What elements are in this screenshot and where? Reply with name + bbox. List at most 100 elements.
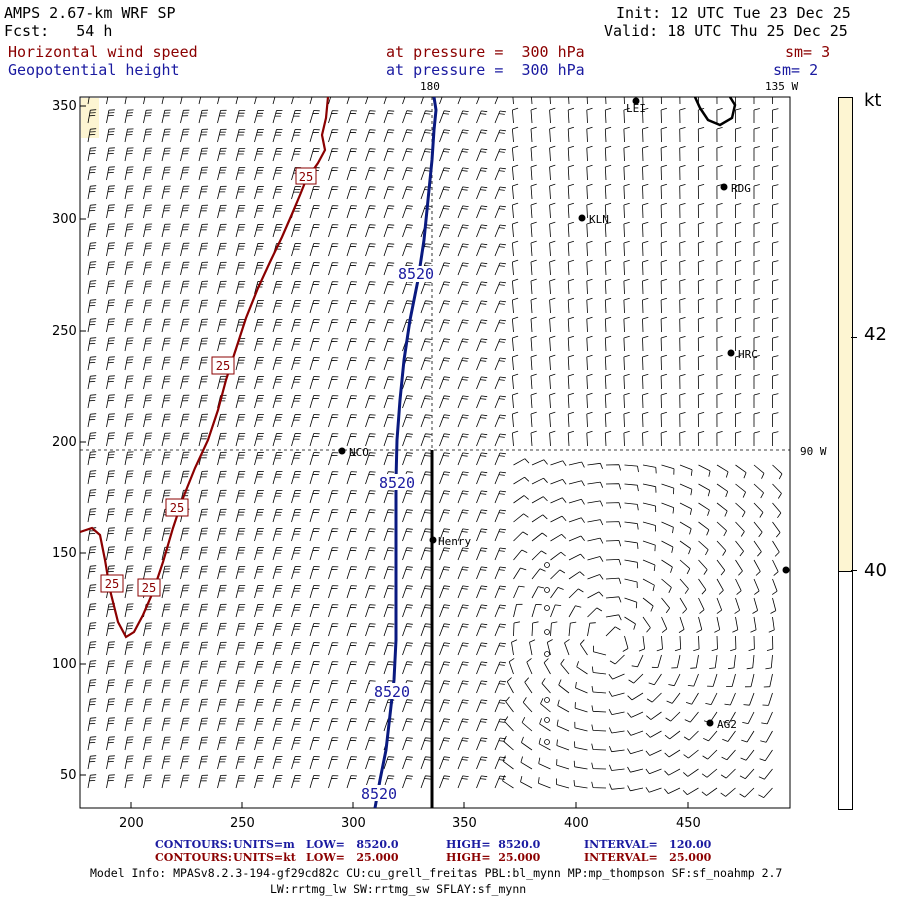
wind-barb	[87, 147, 97, 162]
wind-barb	[665, 711, 681, 722]
wind-barb	[383, 129, 395, 143]
wind-barb	[772, 127, 779, 143]
wind-barb	[383, 452, 395, 466]
wind-barb	[346, 699, 358, 713]
wind-barb	[623, 373, 630, 390]
wind-barb	[642, 316, 649, 333]
wind-barb	[272, 338, 283, 352]
wind-barb	[161, 242, 171, 257]
wind-barb	[180, 565, 190, 580]
wind-barb	[716, 355, 723, 371]
wind-barb	[87, 698, 97, 713]
wind-barb	[328, 737, 339, 751]
wind-barb	[420, 699, 432, 713]
wind-barb	[124, 622, 134, 637]
wind-barb	[605, 559, 622, 566]
wind-barb	[679, 203, 686, 219]
wind-barb	[668, 673, 681, 687]
wind-barb	[328, 414, 339, 428]
wind-barb	[124, 489, 134, 504]
axis-ticks	[80, 105, 689, 808]
wind-barb	[511, 639, 518, 656]
wind-barb	[476, 680, 488, 694]
wind-barb	[513, 567, 527, 580]
wind-barb	[642, 597, 654, 612]
wind-barb	[567, 202, 575, 219]
wind-barb	[575, 681, 588, 694]
wind-barb	[124, 698, 134, 713]
wind-barb	[180, 470, 190, 485]
wind-barb	[679, 483, 693, 496]
wind-barb	[457, 129, 469, 143]
wind-barb	[631, 654, 644, 668]
wind-barb	[217, 641, 227, 656]
wind-barb	[309, 205, 320, 219]
wind-barb	[291, 699, 302, 713]
wind-barb	[735, 241, 742, 257]
wind-barb	[531, 586, 545, 599]
wind-barb	[87, 280, 97, 295]
wind-barb	[328, 262, 339, 276]
wind-barb	[235, 395, 246, 409]
wind-barb	[772, 483, 782, 499]
wind-barb	[457, 699, 469, 713]
wind-barb	[579, 639, 588, 656]
wind-barb	[697, 146, 705, 162]
wind-barb	[568, 498, 585, 505]
wind-barb	[143, 736, 153, 751]
wind-barb	[439, 775, 451, 789]
wind-barb	[723, 711, 736, 724]
wind-barb	[272, 395, 283, 409]
wind-barb	[476, 376, 488, 390]
wind-barb	[735, 374, 742, 390]
wind-barb	[124, 755, 134, 770]
wind-barb	[623, 430, 630, 447]
wind-barb	[743, 692, 755, 706]
y-tick-label: 150	[52, 546, 77, 561]
x-tick-label: 400	[564, 816, 589, 831]
wind-barb	[106, 546, 115, 561]
wind-barb	[701, 768, 718, 778]
wind-barb	[420, 547, 432, 561]
wind-barb	[309, 661, 320, 675]
wind-barb	[660, 240, 668, 257]
wind-barb	[476, 452, 488, 466]
wind-barb	[143, 755, 153, 770]
wind-barb	[235, 300, 246, 314]
wind-barb	[198, 318, 209, 333]
wind-barb	[402, 528, 413, 542]
wind-barb	[549, 97, 551, 105]
wind-barb	[402, 395, 413, 409]
wind-barb	[513, 476, 530, 485]
wind-barb	[679, 559, 691, 575]
wind-barb	[198, 641, 209, 656]
wind-barb	[106, 603, 115, 618]
wind-barb	[254, 357, 264, 371]
wind-barb	[457, 205, 469, 219]
x-tick-label: 250	[230, 816, 255, 831]
wind-barb	[714, 616, 721, 633]
wind-barb	[591, 705, 607, 713]
wind-barb	[87, 755, 97, 770]
footer-height-interval: INTERVAL= 120.00	[584, 838, 712, 851]
wind-barb	[328, 357, 339, 371]
wind-barb	[679, 336, 686, 352]
field-wind-speed: Horizontal wind speed	[8, 43, 198, 61]
wind-barb	[679, 464, 693, 476]
wind-barb	[494, 452, 506, 466]
wind-barb	[727, 654, 736, 670]
wind-barb	[143, 356, 153, 371]
wind-barb	[291, 509, 302, 523]
wind-barb	[235, 414, 246, 428]
wind-barb	[605, 521, 622, 528]
wind-barb	[254, 680, 264, 694]
wind-barb	[567, 316, 575, 333]
wind-barb	[623, 107, 630, 124]
wind-barb	[272, 699, 283, 713]
wind-barb	[697, 298, 705, 314]
wind-barb	[549, 202, 556, 219]
wind-barb	[402, 452, 413, 466]
wind-barb	[402, 775, 413, 789]
wind-barb	[161, 128, 171, 143]
colorbar-unit: kt	[864, 90, 882, 111]
